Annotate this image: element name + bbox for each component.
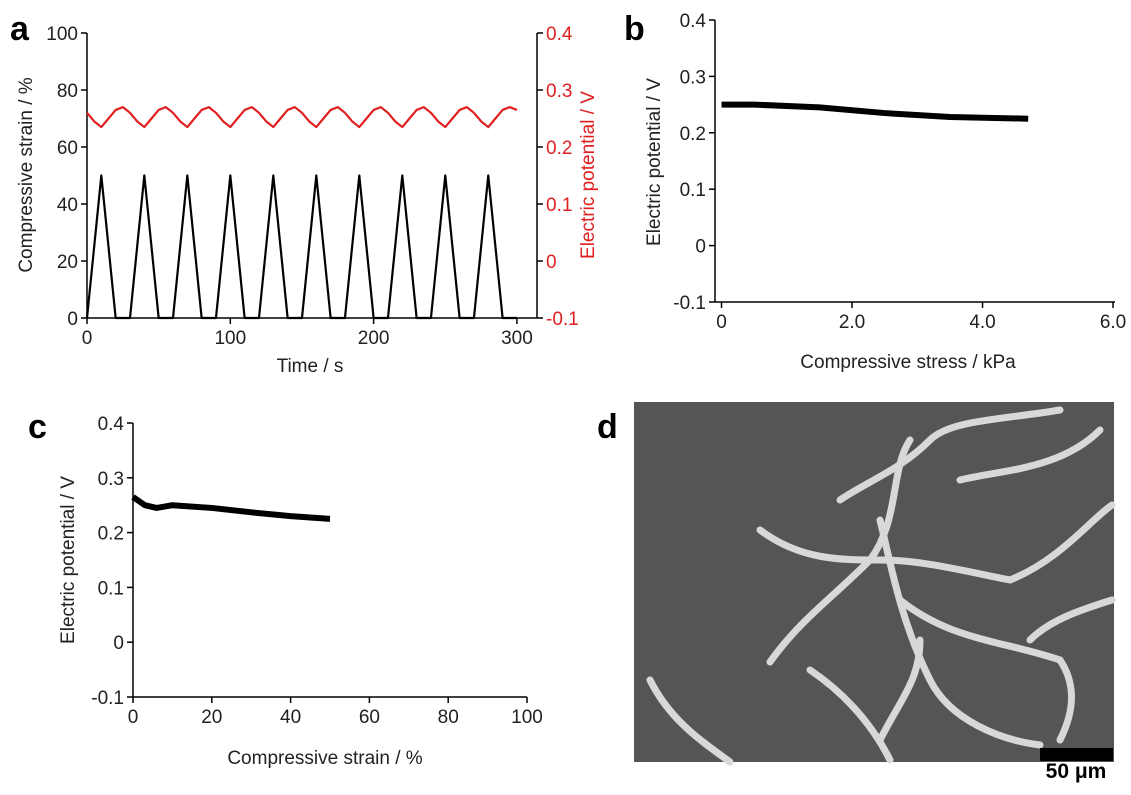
data-line: [87, 107, 517, 127]
y-tick-label: 0.4: [680, 11, 707, 32]
x-axis-label: Time / s: [277, 356, 344, 377]
x-tick-label: 60: [359, 707, 380, 728]
y-tick-label: 40: [57, 195, 78, 216]
x-axis-label: Compressive stress / kPa: [800, 352, 1016, 373]
y-tick-label: 0: [67, 309, 78, 330]
y-tick-label: 0.3: [680, 67, 706, 88]
y-tick-label: 0.4: [98, 414, 125, 435]
x-tick-label: 20: [201, 707, 222, 728]
x-tick-label: 100: [214, 328, 246, 349]
x-tick-label: 4.0: [969, 312, 995, 333]
x-tick-label: 0: [128, 707, 139, 728]
y-tick-label: -0.1: [673, 293, 706, 314]
y-tick-label: -0.1: [91, 688, 124, 709]
panel-letter: b: [624, 10, 645, 48]
y-axis-label: Electric potential / V: [644, 78, 665, 246]
y-tick-label: 0.2: [680, 124, 706, 145]
y2-tick-label: 0.4: [546, 24, 573, 45]
y-tick-label: 0.1: [98, 578, 124, 599]
y-tick-label: 0.2: [98, 524, 124, 545]
data-line: [87, 176, 517, 319]
sem-image: [634, 402, 1114, 762]
panel-letter: a: [10, 10, 30, 48]
figure: a0100200300020406080100-0.100.10.20.30.4…: [0, 0, 1131, 790]
y-tick-label: 20: [57, 252, 78, 273]
y2-axis-label: Electric potential / V: [578, 91, 599, 259]
y-tick-label: 0: [113, 633, 124, 654]
y-tick-label: 80: [57, 81, 78, 102]
x-tick-label: 100: [511, 707, 543, 728]
sem-background: [634, 402, 1114, 762]
x-tick-label: 40: [280, 707, 301, 728]
x-tick-label: 80: [438, 707, 459, 728]
y2-tick-label: 0.2: [546, 138, 572, 159]
y-axis-label: Compressive strain / %: [16, 77, 37, 272]
y-tick-label: 60: [57, 138, 78, 159]
x-tick-label: 6.0: [1100, 312, 1126, 333]
x-tick-label: 200: [358, 328, 390, 349]
panel-letter: c: [28, 408, 47, 446]
y-tick-label: 0.1: [680, 180, 706, 201]
panel-letter: d: [597, 408, 618, 446]
x-tick-label: 300: [501, 328, 533, 349]
y2-tick-label: 0.1: [546, 195, 572, 216]
y2-tick-label: -0.1: [546, 309, 579, 330]
y2-tick-label: 0: [546, 252, 557, 273]
y-tick-label: 0: [695, 237, 706, 258]
data-line: [133, 497, 330, 519]
y2-tick-label: 0.3: [546, 81, 572, 102]
x-tick-label: 0: [716, 312, 727, 333]
x-axis-label: Compressive strain / %: [227, 748, 422, 769]
x-tick-label: 0: [82, 328, 93, 349]
scale-bar-label: 50 μm: [1046, 760, 1107, 783]
y-tick-label: 0.3: [98, 469, 124, 490]
y-axis-label: Electric potential / V: [58, 476, 79, 644]
x-tick-label: 2.0: [839, 312, 865, 333]
data-line: [722, 105, 1029, 119]
y-tick-label: 100: [46, 24, 78, 45]
